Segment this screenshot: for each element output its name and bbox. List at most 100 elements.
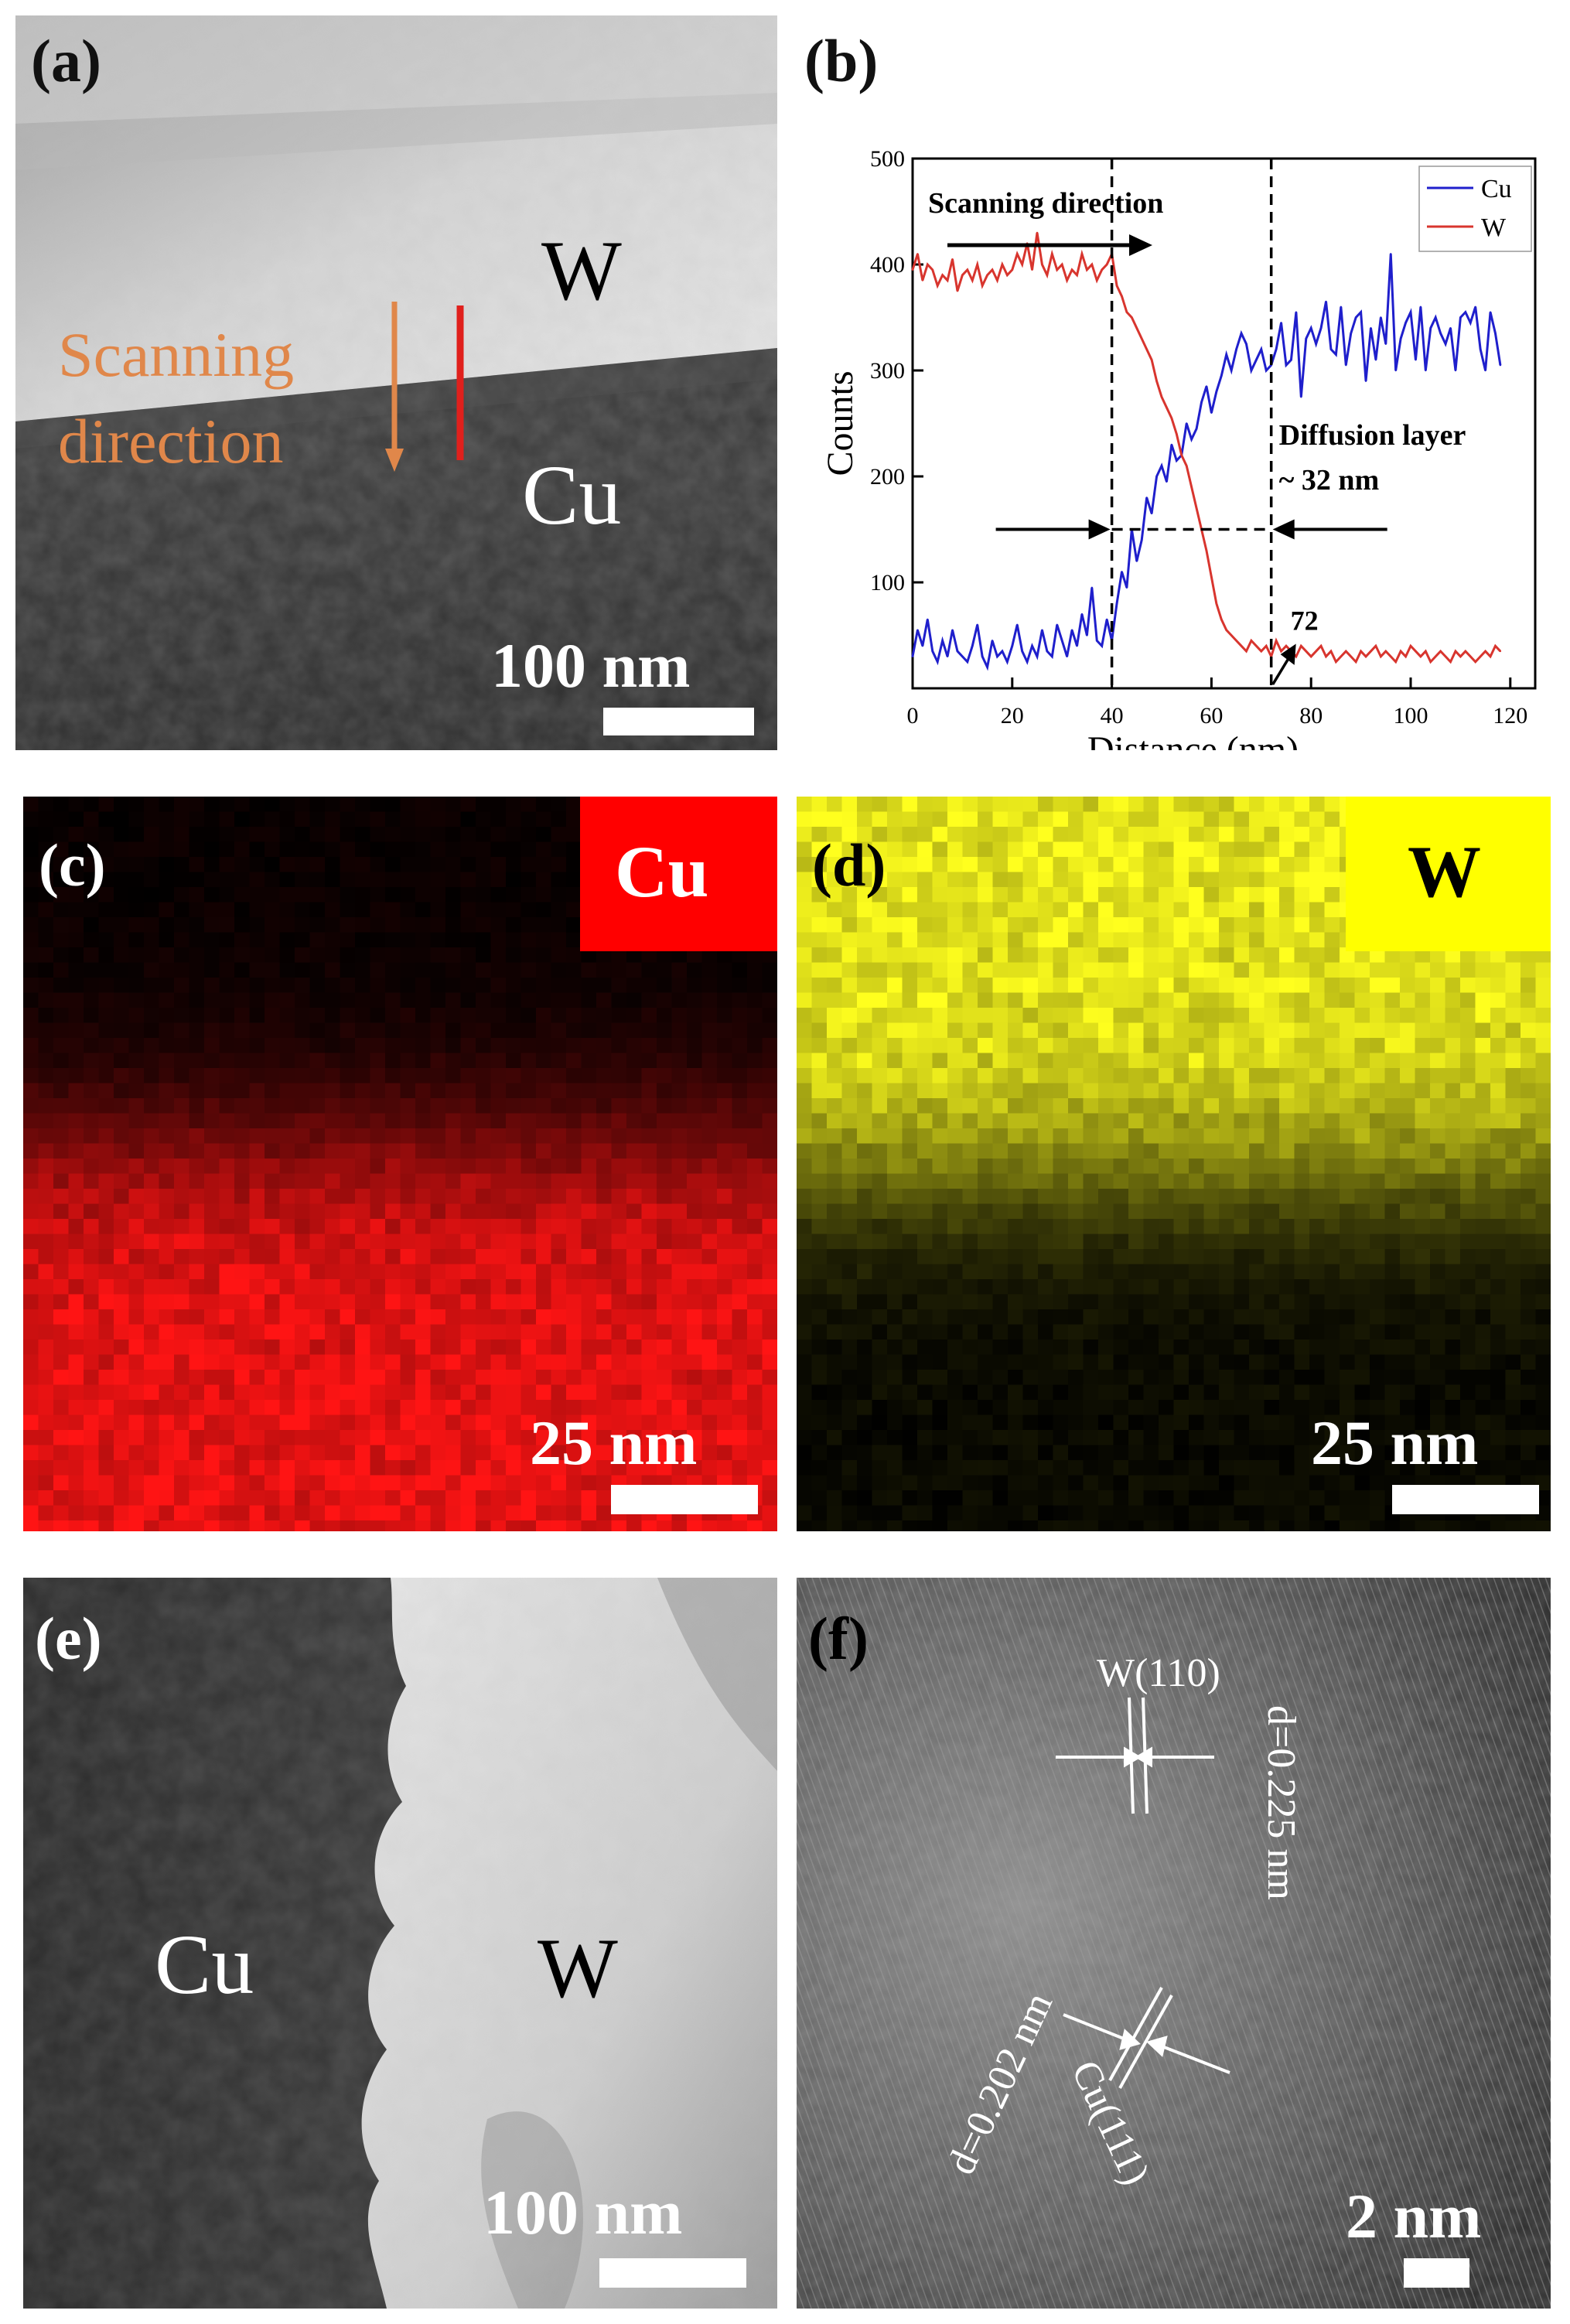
data-point-w [1016, 253, 1019, 255]
data-point-cu [1310, 327, 1312, 329]
scan-text-line1: Scanning [58, 319, 295, 390]
data-point-w [1096, 279, 1098, 282]
data-point-w [916, 253, 919, 255]
data-point-w [1105, 263, 1108, 266]
data-point-cu [1489, 311, 1492, 313]
data-point-w [1419, 655, 1422, 658]
data-point-w [1011, 268, 1013, 271]
data-point-w [1404, 655, 1407, 658]
data-point-cu [1345, 363, 1347, 367]
data-point-cu [1425, 369, 1427, 372]
data-point-cu [1280, 322, 1282, 324]
panel-f-hrtem-image: W(110) d=0.225 nm d=0.202 nm Cu(111) [797, 1578, 1551, 2309]
marker-72-label: 72 [1291, 606, 1319, 636]
data-point-cu [1235, 348, 1237, 350]
data-point-cu [1200, 401, 1203, 404]
data-point-cu [1265, 369, 1268, 372]
data-point-w [1444, 655, 1447, 658]
data-point-w [1021, 263, 1023, 266]
data-point-w [1435, 655, 1437, 658]
x-tick-label: 100 [1394, 703, 1428, 729]
data-point-w [1090, 263, 1094, 266]
data-point-w [1280, 650, 1282, 653]
scale-label-c: 25 nm [530, 1408, 698, 1478]
panel-b-label: (b) [804, 27, 879, 94]
data-point-cu [1464, 311, 1467, 313]
data-point-w [1145, 348, 1148, 350]
data-point-w [1345, 650, 1347, 653]
data-point-cu [1001, 650, 1004, 653]
data-point-w [1300, 645, 1302, 647]
data-point-cu [981, 655, 984, 658]
data-point-cu [1315, 343, 1317, 345]
scan-direction-text: Scanning direction [928, 187, 1163, 220]
data-point-cu [1435, 316, 1437, 319]
data-point-cu [1006, 660, 1009, 663]
data-point-w [1360, 650, 1362, 653]
diffusion-text: Diffusion layer [1279, 419, 1466, 452]
data-point-cu [1026, 660, 1029, 663]
data-point-cu [1364, 380, 1367, 382]
data-point-w [1479, 655, 1482, 658]
data-point-w [1235, 640, 1237, 642]
material-label-w: W [541, 224, 622, 318]
legend-label-cu: Cu [1481, 175, 1512, 203]
data-point-cu [1016, 623, 1019, 626]
data-point-w [1409, 645, 1412, 647]
data-point-cu [1415, 359, 1417, 361]
data-point-w [1394, 660, 1397, 663]
data-point-w [1070, 268, 1073, 271]
data-point-cu [1210, 411, 1213, 414]
data-point-w [1425, 650, 1427, 653]
data-point-cu [1150, 512, 1153, 515]
panel-a-tem-image [15, 15, 777, 750]
data-point-cu [1166, 480, 1168, 483]
data-point-cu [976, 623, 978, 626]
data-point-w [1186, 465, 1188, 467]
data-point-w [1125, 311, 1128, 313]
data-point-cu [946, 655, 949, 658]
data-point-cu [1041, 629, 1043, 631]
data-point-cu [1429, 327, 1432, 329]
data-point-w [1115, 285, 1118, 287]
data-point-cu [1300, 396, 1302, 398]
panel-f: W(110) d=0.225 nm d=0.202 nm Cu(111) (f)… [797, 1578, 1551, 2309]
data-point-w [937, 285, 939, 287]
data-point-cu [1240, 332, 1243, 335]
data-point-w [1205, 549, 1208, 552]
data-point-w [1006, 274, 1009, 276]
data-point-w [1056, 268, 1058, 271]
data-point-w [1155, 380, 1158, 382]
x-tick-label: 60 [1200, 703, 1223, 729]
data-point-w [1230, 634, 1233, 636]
data-point-cu [1370, 327, 1372, 329]
data-point-cu [1160, 465, 1163, 467]
legend-box [1418, 166, 1532, 252]
data-point-w [1319, 645, 1323, 647]
scale-label-a: 100 nm [491, 630, 691, 701]
data-point-w [1150, 359, 1153, 361]
data-point-w [1210, 575, 1213, 578]
data-point-cu [1051, 655, 1053, 658]
scale-bar-f [1404, 2258, 1469, 2288]
marker-72-arrow-icon [1280, 643, 1296, 665]
panel-c-label: (c) [39, 831, 106, 899]
data-point-cu [1135, 560, 1138, 562]
data-point-w [1131, 316, 1133, 319]
panel-e-label: (e) [35, 1605, 102, 1672]
legend-label-w: W [1481, 213, 1507, 242]
data-point-w [1180, 454, 1183, 456]
data-point-w [1041, 263, 1043, 266]
x-tick-label: 0 [907, 703, 919, 729]
data-point-w [941, 274, 944, 276]
data-point-w [1086, 268, 1088, 271]
data-point-cu [1096, 640, 1098, 642]
data-point-w [1260, 650, 1262, 653]
data-point-w [1166, 406, 1168, 409]
data-point-cu [1080, 613, 1084, 616]
data-point-w [1494, 645, 1497, 647]
data-point-w [1121, 295, 1123, 298]
data-point-w [1031, 268, 1033, 271]
data-point-w [1250, 640, 1253, 642]
data-point-w [1295, 655, 1298, 658]
